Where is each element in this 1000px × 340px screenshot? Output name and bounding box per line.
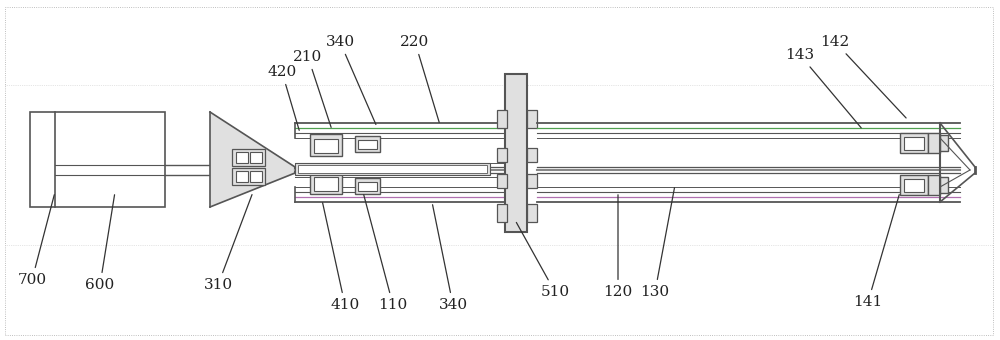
Bar (298, 165, 487, 173)
Bar (928, 175, 940, 195)
Text: 142: 142 (820, 35, 906, 118)
Bar (527, 148, 537, 162)
Text: 141: 141 (853, 195, 899, 309)
Bar (358, 182, 377, 191)
Bar (295, 163, 490, 175)
Bar (314, 139, 338, 153)
Bar (30, 112, 165, 207)
Bar (900, 175, 928, 195)
Bar (505, 74, 527, 232)
Bar (314, 177, 338, 191)
Bar (232, 168, 265, 185)
Bar (250, 152, 262, 163)
Text: 220: 220 (400, 35, 439, 122)
Bar (497, 204, 507, 222)
Bar (310, 134, 342, 156)
Bar (940, 177, 948, 193)
Bar (928, 133, 940, 153)
Text: 143: 143 (785, 48, 861, 128)
Bar (236, 171, 248, 182)
Bar (527, 204, 537, 222)
Bar (527, 110, 537, 128)
Bar (358, 140, 377, 149)
Text: 120: 120 (603, 195, 633, 299)
Polygon shape (210, 112, 295, 207)
Bar (527, 174, 537, 188)
Text: 420: 420 (267, 65, 299, 130)
Bar (236, 152, 248, 163)
Text: 340: 340 (325, 35, 376, 124)
Text: 510: 510 (516, 222, 570, 299)
Bar (940, 135, 948, 151)
Bar (904, 137, 924, 150)
Text: 600: 600 (85, 195, 115, 292)
Bar (904, 179, 924, 192)
Bar (355, 136, 380, 152)
Bar (250, 171, 262, 182)
Bar (355, 178, 380, 194)
Bar (497, 148, 507, 162)
Text: 700: 700 (17, 195, 54, 287)
Bar (232, 149, 265, 166)
Bar (310, 172, 342, 194)
Text: 130: 130 (640, 188, 674, 299)
Bar (497, 110, 507, 128)
Bar (497, 174, 507, 188)
Text: 110: 110 (364, 195, 408, 312)
Bar (900, 133, 928, 153)
Text: 410: 410 (323, 203, 360, 312)
Text: 340: 340 (433, 205, 468, 312)
Text: 310: 310 (203, 194, 252, 292)
Text: 210: 210 (293, 50, 331, 128)
